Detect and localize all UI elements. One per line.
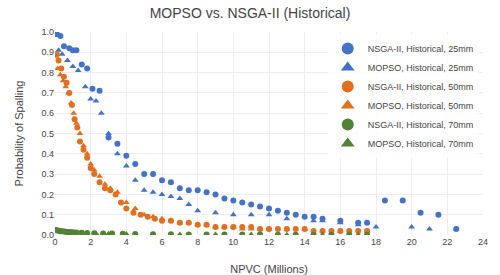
svg-text:6: 6 xyxy=(159,237,164,247)
svg-text:4: 4 xyxy=(124,237,129,247)
svg-text:10: 10 xyxy=(228,237,238,247)
svg-text:MOPSO, Historical, 25mm: MOPSO, Historical, 25mm xyxy=(368,63,474,73)
svg-text:0.3: 0.3 xyxy=(41,169,54,179)
svg-text:20: 20 xyxy=(407,237,417,247)
svg-text:22: 22 xyxy=(442,237,452,247)
svg-text:0.9: 0.9 xyxy=(41,47,54,57)
svg-text:14: 14 xyxy=(300,237,310,247)
svg-text:0.5: 0.5 xyxy=(41,129,54,139)
svg-text:0.2: 0.2 xyxy=(41,190,54,200)
svg-text:MOPSO, Historical, 50mm: MOPSO, Historical, 50mm xyxy=(368,101,474,111)
svg-text:MOPSO vs. NSGA-II (Historical): MOPSO vs. NSGA-II (Historical) xyxy=(150,5,351,21)
svg-text:0: 0 xyxy=(52,237,57,247)
svg-text:2: 2 xyxy=(88,237,93,247)
svg-text:NSGA-II, Historical, 70mm: NSGA-II, Historical, 70mm xyxy=(368,120,474,130)
svg-text:Probability of Spalling: Probability of Spalling xyxy=(13,81,25,187)
svg-text:0.4: 0.4 xyxy=(41,149,54,159)
svg-text:8: 8 xyxy=(195,237,200,247)
svg-text:0.0: 0.0 xyxy=(41,230,54,240)
svg-text:16: 16 xyxy=(335,237,345,247)
svg-text:NPVC (Millions): NPVC (Millions) xyxy=(230,263,308,275)
svg-text:0.1: 0.1 xyxy=(41,210,54,220)
svg-text:1.0: 1.0 xyxy=(41,27,54,37)
svg-text:NSGA-II, Historical, 50mm: NSGA-II, Historical, 50mm xyxy=(368,82,474,92)
svg-text:NSGA-II, Historical, 25mm: NSGA-II, Historical, 25mm xyxy=(368,44,474,54)
svg-text:0.8: 0.8 xyxy=(41,68,54,78)
svg-text:0.7: 0.7 xyxy=(41,88,54,98)
svg-text:12: 12 xyxy=(264,237,274,247)
svg-text:18: 18 xyxy=(371,237,381,247)
svg-text:24: 24 xyxy=(478,237,488,247)
svg-text:MOPSO, Historical, 70mm: MOPSO, Historical, 70mm xyxy=(368,139,474,149)
svg-text:0.6: 0.6 xyxy=(41,108,54,118)
